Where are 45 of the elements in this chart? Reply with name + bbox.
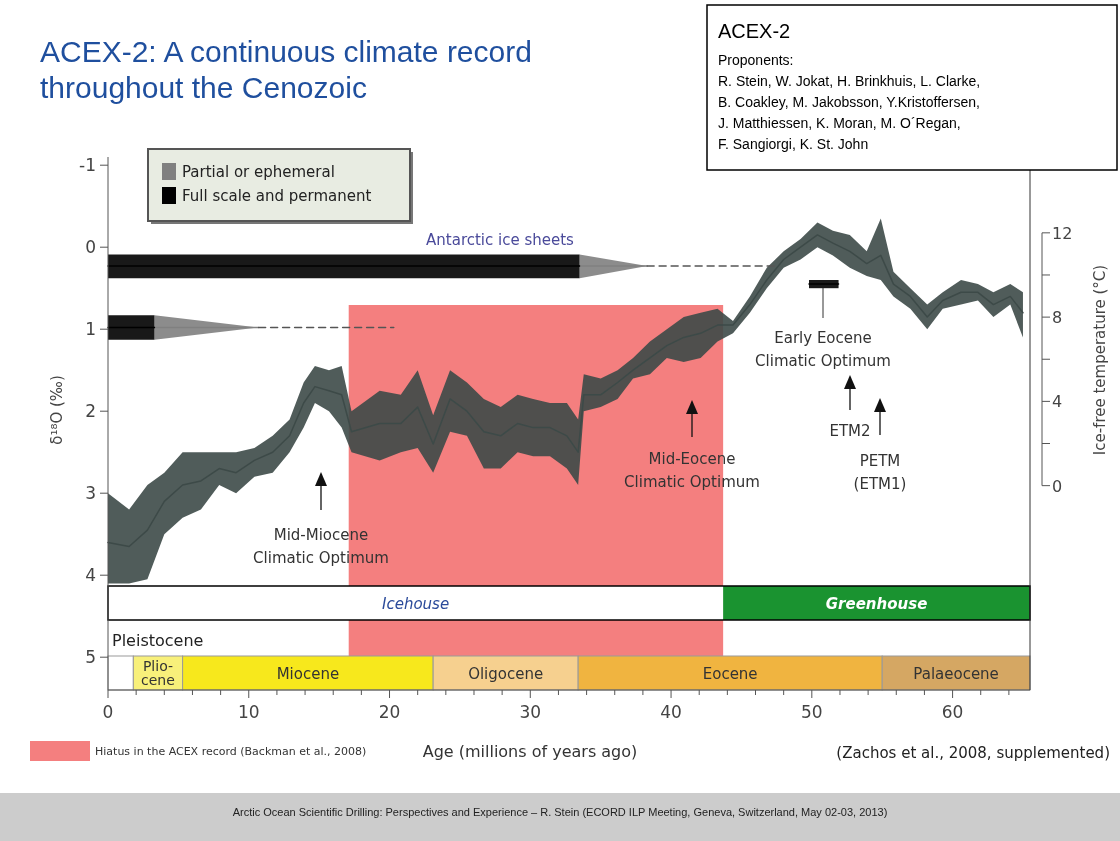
band-label: Eocene [702,665,758,683]
band-label: Oligocene [468,665,544,683]
y2-tick-label: 4 [1052,392,1063,412]
annotation: Early Eocene Climatic Optimum [755,329,891,370]
y2-axis-title: Ice-free temperature (°C) [1091,264,1109,456]
annotation: ETM2 [829,422,871,440]
band-label: Miocene [276,665,340,683]
x-axis-title: Age (millions of years ago) [422,742,638,761]
y-tick-label: 4 [85,565,96,586]
text: Arctic Ocean Scientific Drilling: Perspectives and Experience – R. Stein (ECORD ILP Meeting, Geneva, Switzerland, May 02-03, 2013) [232,806,888,818]
x-tick-label: 10 [237,702,260,722]
chart-title: ACEX-2: A continuous climate record throughout the Cenozoic [40,35,532,104]
band-label: Palaeocene [913,665,999,683]
y2-tick-label: 0 [1052,476,1063,496]
legend-label: Full scale and permanent [182,187,372,205]
y-tick-label: 0 [85,237,96,258]
text: B. Coakley, M. Jakobsson, Y.Kristoffersen, [718,94,980,110]
text: J. Matthiessen, K. Moran, M. O´Regan, [718,115,961,131]
x-tick-label: 30 [519,702,542,722]
annotation: Antarctic ice sheets [426,231,575,249]
text: R. Stein, W. Jokat, H. Brinkhuis, L. Clarke, [718,73,981,89]
y2-tick-label: 12 [1052,223,1073,243]
band-label: Plio-cene [141,658,175,688]
x-tick-label: 40 [660,702,682,722]
band-label: Pleistocene [112,631,204,650]
y-tick-label: -1 [79,155,96,176]
annotation: PETM (ETM1) [853,452,907,493]
y-axis-title: δ¹⁸O (‰) [48,375,66,445]
text: ACEX-2 [718,20,791,42]
x-tick-label: 50 [801,702,823,722]
text: Hiatus in the ACEX record (Backman et al., 2008) [95,745,367,758]
text: F. Sangiorgi, K. St. John [718,136,869,152]
text: (Zachos et al., 2008, supplemented) [836,744,1110,762]
y2-tick-label: 8 [1052,308,1063,328]
x-tick-label: 20 [378,702,401,722]
y-tick-label: 2 [85,401,96,422]
band-label: Greenhouse [825,595,928,613]
legend-label: Partial or ephemeral [182,163,335,181]
y-tick-label: 3 [85,483,96,504]
y-tick-label: 5 [85,647,96,668]
x-tick-label: 60 [941,702,964,722]
text: Proponents: [718,52,794,68]
x-tick-label: 0 [102,702,114,722]
band-label: Icehouse [382,595,450,613]
y-tick-label: 1 [85,319,96,340]
